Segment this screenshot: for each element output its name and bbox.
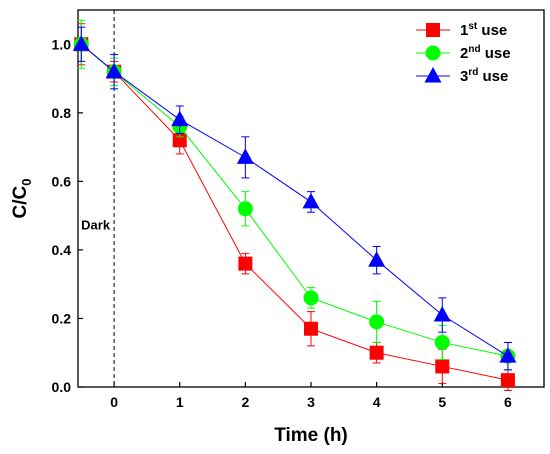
y-tick-label: 0.4	[52, 242, 72, 258]
legend-marker	[425, 45, 441, 61]
data-point	[72, 35, 90, 51]
legend-label-superscript: rd	[468, 67, 478, 78]
y-tick-label: 1.0	[52, 36, 72, 52]
legend-label-suffix: use	[481, 45, 511, 62]
legend-label: 3rd use	[460, 67, 508, 85]
data-point	[435, 359, 450, 374]
data-point	[237, 201, 253, 217]
series-line	[80, 43, 509, 381]
y-tick-label: 0.6	[52, 173, 72, 189]
data-point	[171, 110, 189, 127]
legend-item: 3rd use	[416, 67, 508, 85]
y-tick-label: 0.8	[52, 105, 72, 121]
legend-label-number: 3	[460, 68, 468, 85]
x-tick-label: 6	[504, 394, 512, 410]
y-tick-label: 0.0	[52, 379, 72, 395]
x-tick-label: 4	[373, 394, 381, 410]
data-point	[499, 347, 517, 363]
data-point	[304, 321, 318, 336]
legend-item: 1st use	[416, 21, 507, 39]
dark-label: Dark	[81, 217, 111, 232]
legend-label-suffix: use	[477, 22, 507, 39]
legend-label: 2nd use	[460, 44, 511, 62]
legend-marker	[424, 67, 442, 83]
legend-label-superscript: st	[468, 21, 478, 32]
data-point	[303, 290, 319, 306]
data-point	[236, 148, 254, 164]
data-point	[433, 306, 451, 322]
data-point	[238, 256, 253, 271]
data-point	[500, 373, 515, 388]
series-line	[80, 43, 509, 357]
data-point	[434, 334, 450, 350]
x-tick-label: 3	[307, 394, 315, 410]
data-point	[105, 62, 123, 79]
y-axis-title-main: C/C	[10, 185, 31, 218]
legend-label: 1st use	[460, 21, 507, 39]
data-point	[369, 345, 384, 360]
legend-label-suffix: use	[478, 68, 508, 85]
x-axis-title: Time (h)	[274, 425, 348, 446]
x-tick-label: 1	[176, 394, 184, 410]
dark-annotation: Dark	[81, 10, 115, 387]
series-3	[72, 26, 517, 371]
legend-label-number: 1	[460, 22, 468, 39]
series-2	[73, 19, 516, 371]
x-tick-label: 2	[241, 394, 249, 410]
series-group	[72, 19, 517, 391]
x-tick-label: 0	[110, 394, 118, 410]
legend-label-number: 2	[460, 45, 468, 62]
data-point	[302, 192, 320, 209]
data-point	[369, 314, 385, 330]
y-axis-title-subscript: 0	[19, 179, 34, 186]
series-1	[74, 23, 515, 391]
series-line	[80, 43, 509, 357]
legend-marker	[426, 23, 440, 37]
data-point	[368, 251, 386, 267]
y-tick-label: 0.2	[52, 310, 72, 326]
axis-ticks: 0 1 2 3 4 5 6 0.0 0.2 0.4 0.6 0.8 1.0	[52, 36, 512, 410]
legend-label-superscript: nd	[468, 44, 480, 55]
legend-item: 2nd use	[416, 44, 511, 62]
y-axis-title: C/C0	[10, 179, 34, 219]
x-tick-label: 5	[438, 394, 446, 410]
